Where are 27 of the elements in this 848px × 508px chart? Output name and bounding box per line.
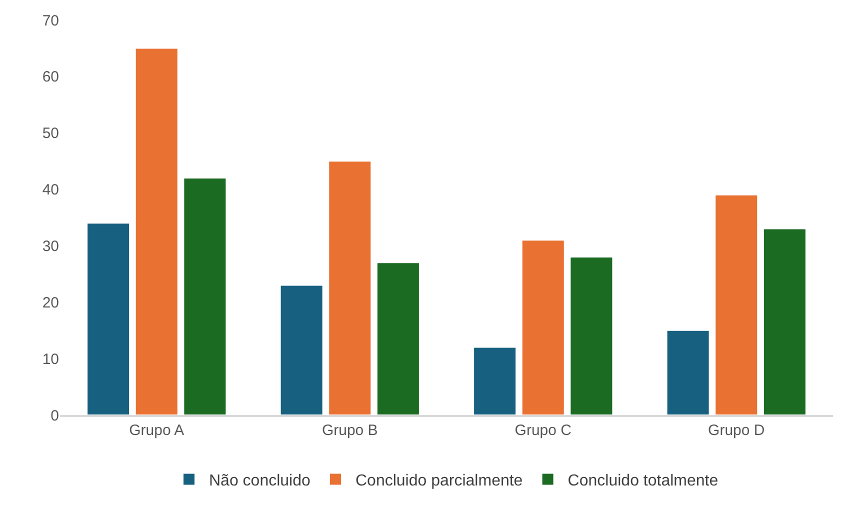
bar — [570, 256, 614, 415]
bar — [473, 346, 517, 415]
y-tick-label: 30 — [42, 238, 59, 255]
legend-label: Concluido parcialmente — [356, 472, 523, 490]
x-tick-label: Grupo B — [322, 422, 378, 439]
bar — [521, 240, 565, 415]
y-tick-label: 70 — [42, 12, 59, 30]
legend-label: Concluido totalmente — [568, 472, 718, 490]
bar — [762, 228, 806, 415]
y-tick-label: 20 — [42, 294, 59, 312]
bar — [666, 330, 710, 415]
bar — [328, 160, 372, 415]
y-tick-label: 50 — [42, 125, 59, 142]
y-tick-label: 10 — [42, 350, 59, 368]
bar — [280, 284, 324, 415]
y-tick-label: 40 — [42, 182, 59, 199]
bar — [714, 194, 758, 415]
x-tick-label: Grupo D — [708, 422, 765, 439]
x-tick-label: Grupo A — [129, 422, 184, 439]
y-tick-label: 0 — [50, 407, 59, 424]
x-tick-label: Grupo C — [514, 422, 572, 439]
legend-label: Não concluido — [209, 472, 310, 490]
bar — [376, 262, 420, 415]
bar — [86, 222, 130, 415]
bar — [134, 48, 178, 415]
y-tick-label: 60 — [42, 68, 59, 86]
bar — [183, 178, 227, 415]
